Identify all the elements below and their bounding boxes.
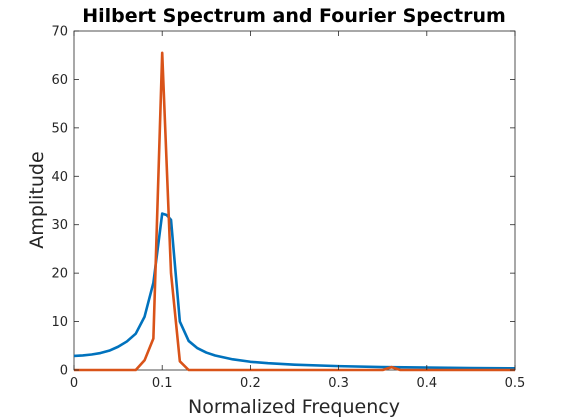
y-tick-label: 10 xyxy=(51,315,68,330)
x-tick-label: 0.3 xyxy=(328,376,349,391)
chart-title: Hilbert Spectrum and Fourier Spectrum xyxy=(82,5,506,27)
axes-box xyxy=(74,31,515,370)
y-tick-label: 20 xyxy=(51,267,68,282)
x-tick-label: 0.1 xyxy=(152,376,173,391)
x-axis-label: Normalized Frequency xyxy=(188,396,400,418)
y-axis-label: Amplitude xyxy=(26,151,48,248)
y-tick-label: 0 xyxy=(60,364,68,379)
y-tick-label: 70 xyxy=(51,25,68,40)
x-tick-label: 0.5 xyxy=(505,376,526,391)
x-tick-label: 0.4 xyxy=(416,376,437,391)
x-tick-label: 0 xyxy=(70,376,78,391)
x-tick-label: 0.2 xyxy=(240,376,261,391)
y-tick-label: 40 xyxy=(51,170,68,185)
y-tick-label: 30 xyxy=(51,218,68,233)
y-tick-label: 60 xyxy=(51,73,68,88)
plot-area: 0 0.1 0.2 0.3 0.4 0.5 0 10 20 30 40 50 60 70 xyxy=(51,25,525,392)
y-tick-label: 50 xyxy=(51,121,68,136)
